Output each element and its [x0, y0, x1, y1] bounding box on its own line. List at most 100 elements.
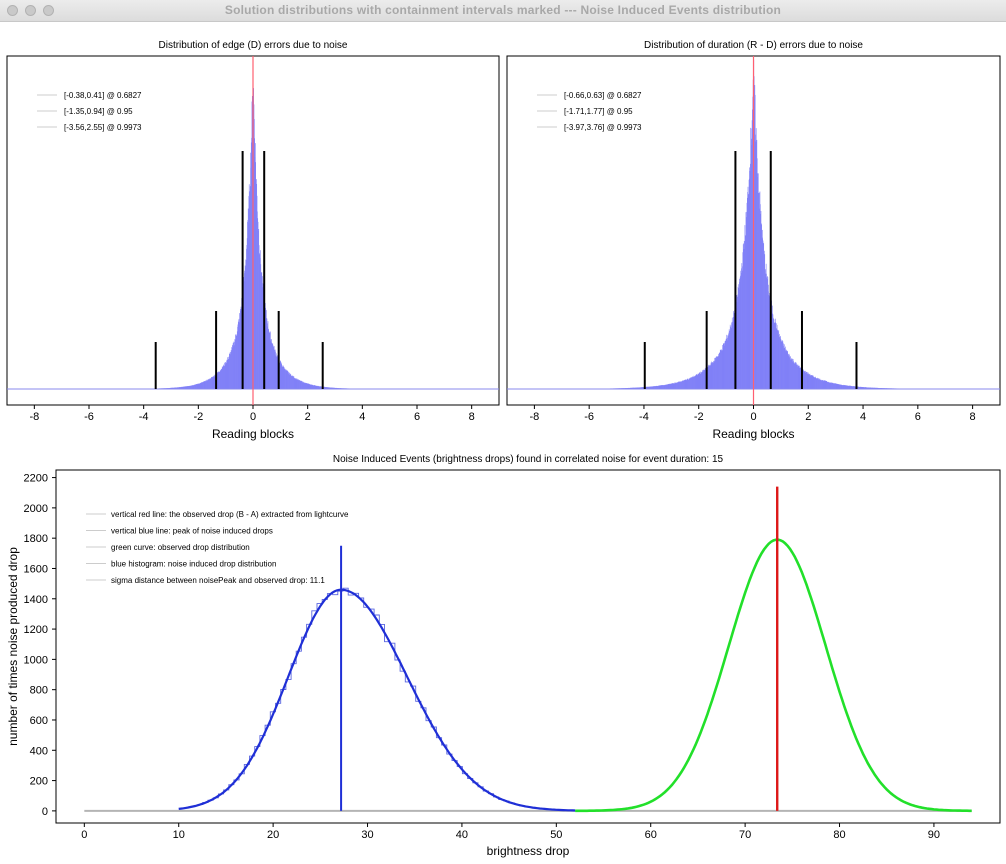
histogram-bar [686, 380, 687, 389]
histogram-bar [239, 314, 241, 389]
histogram-bar [320, 386, 322, 389]
histogram-bar [240, 310, 241, 389]
histogram-bar [847, 385, 849, 389]
histogram-bar [785, 349, 787, 389]
histogram-bar [781, 341, 782, 389]
histogram-bar [850, 385, 851, 389]
histogram-bar [758, 192, 759, 389]
histogram-bar [224, 362, 226, 389]
histogram-bar [717, 356, 719, 389]
histogram-bar [767, 291, 769, 389]
histogram-bar [635, 387, 636, 389]
histogram-bar [659, 385, 660, 389]
histogram-bar [853, 386, 855, 389]
histogram-bar [728, 329, 730, 389]
histogram-bar [691, 377, 693, 389]
histogram-bar [294, 378, 296, 389]
histogram-bar [247, 221, 248, 389]
histogram-bar [318, 386, 320, 389]
histogram-bar [798, 366, 799, 389]
histogram-bar [764, 254, 766, 389]
histogram-bar [629, 387, 630, 389]
histogram-bar [689, 378, 690, 389]
histogram-bar [228, 359, 229, 389]
histogram-bar [739, 281, 741, 389]
histogram-bar [329, 387, 331, 389]
histogram-bar [188, 386, 189, 389]
histogram-bar [741, 268, 742, 389]
histogram-bar [287, 371, 289, 389]
histogram-bar [823, 380, 824, 389]
histogram-bar [786, 351, 787, 389]
histogram-bar [817, 378, 819, 389]
histogram-bar [237, 326, 238, 389]
histogram-bar [654, 386, 656, 389]
histogram-bar [333, 387, 335, 389]
histogram-bar [316, 386, 318, 389]
histogram-bar [246, 238, 248, 389]
histogram-bar [210, 378, 211, 389]
histogram-bar [865, 387, 867, 389]
histogram-bar [751, 120, 753, 390]
histogram-bar [197, 383, 199, 389]
histogram-bar [877, 387, 878, 389]
histogram-bar [700, 372, 702, 389]
histogram-bar [332, 387, 334, 389]
histogram-bar [875, 387, 876, 389]
histogram-bar [824, 381, 826, 389]
histogram-bar [195, 384, 196, 389]
histogram-bar [737, 294, 739, 389]
histogram-bar [875, 387, 876, 389]
y-axis-label: number of times noise produced drop [6, 547, 20, 746]
histogram-bar [687, 379, 689, 389]
histogram-bar [325, 387, 327, 389]
histogram-bar [808, 374, 810, 389]
histogram-bar [292, 375, 294, 389]
histogram-bar [227, 359, 228, 389]
histogram-bar [668, 384, 670, 389]
histogram-bar [248, 223, 249, 389]
histogram-bar [718, 353, 720, 389]
histogram-bar [793, 361, 794, 389]
error-distribution-panel-1: Distribution of edge (D) errors due to n… [6, 40, 500, 441]
histogram-bar [173, 387, 175, 389]
histogram-bar [694, 375, 696, 389]
histogram-bar [299, 380, 301, 389]
histogram-bar [791, 358, 793, 389]
histogram-bar [852, 386, 854, 389]
histogram-bar [208, 379, 210, 389]
histogram-bar [268, 332, 270, 389]
histogram-bar [686, 379, 688, 389]
histogram-bar [702, 369, 704, 389]
histogram-bar [627, 387, 629, 389]
histogram-bar [273, 348, 274, 389]
histogram-bar [271, 339, 272, 389]
histogram-bar [731, 317, 733, 389]
histogram-bar [206, 379, 208, 389]
histogram-bar [755, 141, 757, 389]
histogram-bar [861, 387, 863, 389]
histogram-bar [703, 369, 705, 389]
histogram-bar [334, 387, 336, 389]
histogram-bar [256, 195, 258, 389]
histogram-bar [231, 347, 233, 389]
panel-frame [55, 469, 1001, 824]
histogram-bar [648, 386, 650, 389]
histogram-bar [725, 340, 727, 389]
zoom-window-button[interactable] [43, 5, 54, 16]
histogram-bar [836, 383, 837, 389]
histogram-bar [877, 387, 879, 389]
close-window-button[interactable] [7, 5, 18, 16]
histogram-bar [867, 387, 869, 389]
minimize-window-button[interactable] [25, 5, 36, 16]
histogram-bar [653, 386, 654, 389]
histogram-bar [804, 371, 806, 389]
histogram-bar [300, 380, 302, 389]
histogram-bar [262, 287, 264, 389]
histogram-bar [827, 382, 829, 389]
histogram-bar [725, 338, 727, 389]
histogram-bar [684, 380, 685, 389]
histogram-bar [650, 386, 652, 389]
histogram-bar [663, 385, 665, 389]
histogram-bar [663, 385, 664, 389]
